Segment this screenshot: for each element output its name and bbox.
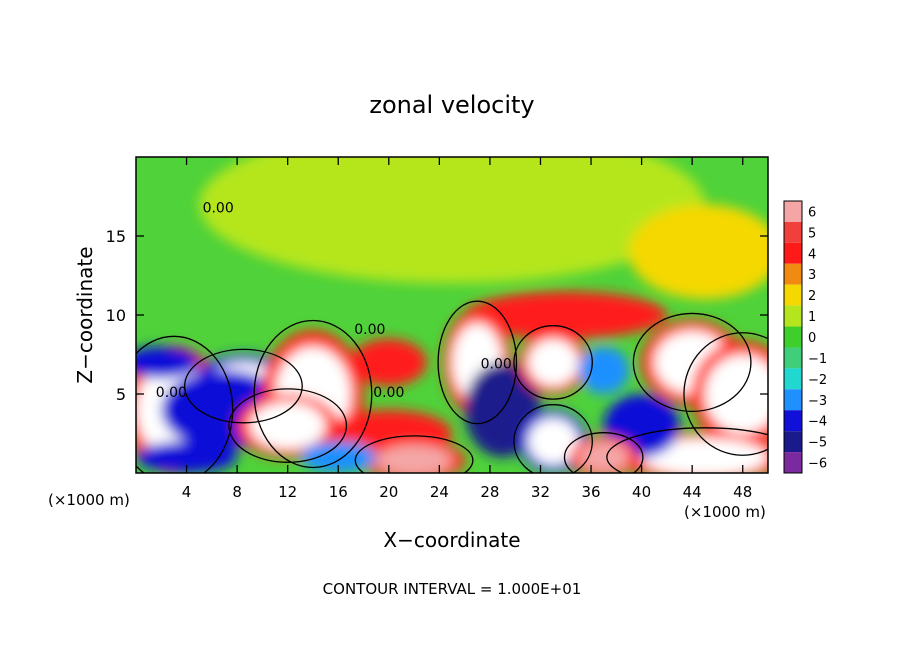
colorbar-swatch	[784, 201, 802, 222]
x-axis-ticks: 4 8 12 16 20 24 28 32 36 40 44 48	[182, 157, 752, 501]
x-tick-label: 36	[581, 483, 600, 501]
colorbar-swatch	[784, 305, 802, 327]
colorbar-swatch	[784, 347, 802, 369]
field-blob	[300, 441, 377, 473]
x-tick-label: 28	[480, 483, 499, 501]
colorbar-label: −4	[808, 415, 827, 430]
colorbar-label: −2	[808, 373, 827, 388]
zero-contour-line	[513, 404, 593, 473]
colorbar-label: −3	[808, 394, 827, 409]
y-tick-label: 15	[106, 227, 126, 246]
zero-contour-line	[513, 325, 593, 400]
colorbar-label: −5	[808, 436, 827, 451]
field-blob	[527, 417, 579, 466]
velocity-field	[136, 157, 768, 473]
contour-label: 0.00	[373, 385, 404, 401]
zero-contours	[136, 300, 768, 473]
x-tick-label: 20	[379, 483, 398, 501]
colorbar-label: 3	[808, 268, 816, 283]
x-unit-left: (×1000 m)	[48, 491, 130, 509]
contour-interval-note: CONTOUR INTERVAL = 1.000E+01	[323, 580, 582, 598]
contour-label: 0.00	[354, 322, 385, 338]
colorbar-swatch	[784, 326, 802, 348]
colorbar-swatch	[784, 431, 802, 453]
field-blob	[136, 346, 200, 379]
x-tick-label: 4	[182, 483, 192, 501]
field-blob	[641, 438, 768, 473]
x-tick-label: 8	[232, 483, 242, 501]
colorbar-label: 6	[808, 205, 816, 220]
zero-contour-line	[563, 432, 644, 473]
zero-contour-line	[228, 388, 348, 463]
x-tick-label: 40	[632, 483, 651, 501]
field-blob	[376, 444, 452, 473]
field-blob	[628, 204, 768, 300]
colorbar-swatch	[784, 263, 802, 285]
colorbar-label: 0	[808, 331, 816, 346]
zero-contour-line	[683, 332, 768, 456]
zero-contour-line	[253, 319, 373, 469]
colorbar-swatch	[784, 389, 802, 411]
x-tick-label: 44	[683, 483, 702, 501]
y-tick-label: 5	[116, 385, 126, 404]
x-unit-right: (×1000 m)	[684, 503, 766, 521]
zero-contour-line	[632, 312, 752, 413]
colorbar-label: 4	[808, 247, 816, 262]
colorbar-label: −1	[808, 352, 827, 367]
y-axis-ticks: 5 10 15	[106, 227, 768, 404]
colorbar-frame	[783, 200, 803, 474]
colorbar-swatch	[784, 452, 802, 473]
colorbar-label: −6	[808, 457, 827, 472]
zero-contour-line	[136, 335, 234, 473]
contour-label: 0.00	[203, 200, 234, 216]
colorbar-swatch	[784, 368, 802, 390]
plot-area: 0.000.000.000.000.00 4 8 12 16 20 24 28 32 36 40 4…	[106, 156, 769, 501]
colorbar-swatch	[784, 410, 802, 432]
field-blob	[578, 346, 629, 394]
y-axis-label: Z−coordinate	[73, 246, 97, 383]
chart-title: zonal velocity	[369, 91, 534, 119]
x-tick-label: 48	[733, 483, 752, 501]
field-blob	[249, 401, 326, 450]
colorbar-label: 5	[808, 226, 816, 241]
zero-contour-line	[354, 435, 474, 473]
colorbar-swatch	[784, 284, 802, 306]
contour-labels: 0.00 0.00 0.00 0.00 0.00	[156, 200, 512, 401]
zero-contour-line	[606, 427, 768, 473]
colorbar: 6 5 4 3 2 1 0 −1 −2 −3 −4 −5 −6	[783, 200, 827, 474]
x-tick-label: 32	[531, 483, 550, 501]
y-tick-label: 10	[106, 306, 126, 325]
colorbar-swatch	[784, 242, 802, 264]
field-blob	[704, 354, 768, 434]
x-tick-label: 16	[329, 483, 348, 501]
x-axis-label: X−coordinate	[383, 528, 520, 552]
contour-label: 0.00	[481, 357, 512, 373]
field-blob	[578, 441, 629, 473]
x-tick-label: 12	[278, 483, 297, 501]
field-blob	[527, 338, 579, 387]
field-blob	[464, 291, 667, 339]
contour-label: 0.00	[156, 385, 187, 401]
zero-contour-line	[437, 300, 518, 425]
colorbar-swatch	[784, 221, 802, 243]
zero-contour-line	[184, 348, 303, 424]
field-blob	[350, 338, 427, 387]
colorbar-label: 1	[808, 310, 816, 325]
colorbar-label: 2	[808, 289, 816, 304]
x-tick-label: 24	[430, 483, 449, 501]
field-blob	[199, 157, 705, 284]
